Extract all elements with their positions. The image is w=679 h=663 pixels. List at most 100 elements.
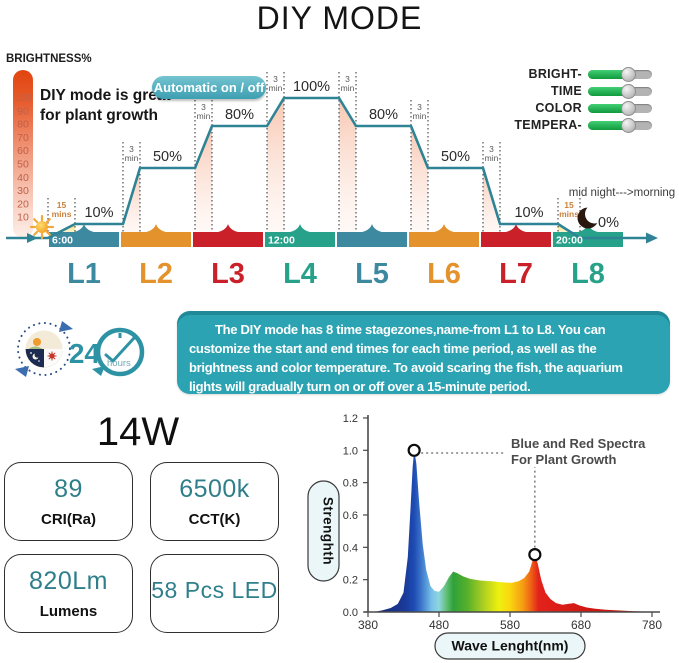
y-tick-label: 0.0 xyxy=(343,607,358,619)
brightness-tick: 40 xyxy=(17,172,29,184)
hours-label: hours xyxy=(107,358,131,369)
transition-duration: min xyxy=(413,111,427,121)
y-tick-label: 1.0 xyxy=(343,445,358,457)
percent-label: 80% xyxy=(369,107,398,123)
feature-toggles: BRIGHT- TIME COLOR TEMPERA- xyxy=(460,66,652,135)
brightness-curve xyxy=(6,96,646,240)
transition-duration: min xyxy=(485,153,499,163)
stage-label: L2 xyxy=(139,258,173,290)
toggle-row-brightness: BRIGHT- xyxy=(460,66,652,82)
spec-card-cct: 6500k CCT(K) xyxy=(150,462,279,541)
percent-label: 10% xyxy=(514,205,543,221)
spec-card-lumens: 820Lm Lumens xyxy=(4,554,133,633)
color-slider xyxy=(588,100,652,116)
timeline-segment xyxy=(121,232,191,247)
toggle-label: TIME xyxy=(550,84,582,98)
time-slider xyxy=(588,83,652,99)
brightness-slider xyxy=(588,66,652,82)
toggle-label: TEMPERA- xyxy=(514,118,582,132)
stage-label: L4 xyxy=(283,258,317,290)
timeline-segment xyxy=(49,232,119,247)
24-hours-clock-icon: 24 hours xyxy=(69,327,145,377)
y-tick-label: 0.2 xyxy=(343,575,358,587)
spectrum-chart: 0.0 0.2 0.4 0.6 0.8 1.0 1.2 380 480 580 680 780 Blue… xyxy=(307,413,662,660)
stage-label: L5 xyxy=(355,258,389,290)
slider-knob-icon xyxy=(621,83,636,99)
spec-label: CCT(K) xyxy=(188,511,241,528)
brightness-scale xyxy=(13,70,33,238)
chart-caption: DIY mode is great for plant growth xyxy=(40,86,171,126)
timeline-segment xyxy=(481,232,551,247)
transition-duration: mins xyxy=(52,209,72,219)
spec-value: 58 Pcs LED xyxy=(151,576,278,603)
percent-label: 50% xyxy=(441,149,470,165)
toggle-row-temperature: TEMPERA- xyxy=(460,117,652,133)
wattage-label: 14W xyxy=(96,410,180,454)
brightness-tick: 70 xyxy=(17,132,29,144)
diy-schedule-chart: 100908070605040302010BRIGHTNESS%15mins3m… xyxy=(6,53,675,290)
timeline-bump xyxy=(362,224,382,232)
brightness-tick: 80 xyxy=(17,119,29,131)
brightness-tick: 20 xyxy=(17,198,29,210)
slider-fill xyxy=(588,86,628,96)
y-tick-label: 0.6 xyxy=(343,510,358,522)
y-tick-label: 1.2 xyxy=(343,413,358,425)
time-label: 6:00 xyxy=(52,235,73,247)
toggle-row-time: TIME xyxy=(460,83,652,99)
transition-duration: 3 xyxy=(201,102,206,112)
toggle-label: COLOR xyxy=(535,101,582,115)
slider-knob-icon xyxy=(621,66,636,82)
timeline-segment xyxy=(265,232,335,247)
percent-label: 50% xyxy=(153,149,182,165)
transition-band xyxy=(267,98,284,238)
transition-band xyxy=(411,126,428,238)
timeline-bump xyxy=(506,224,526,232)
transition-duration: 3 xyxy=(129,144,134,154)
spec-value: 820Lm xyxy=(29,567,108,595)
stage-label: L3 xyxy=(211,258,245,290)
page-title: DIY MODE xyxy=(256,0,423,36)
spec-value: 6500k xyxy=(179,475,250,503)
transition-duration: 15 xyxy=(564,200,574,210)
brightness-axis-label: BRIGHTNESS% xyxy=(6,53,92,65)
x-tick-label: 680 xyxy=(571,618,591,632)
info-box: The DIY mode has 8 time stagezones,name-… xyxy=(177,311,670,394)
timeline-segment xyxy=(553,232,623,247)
spec-label: CRI(Ra) xyxy=(41,511,96,528)
x-axis-label: Wave Lenght(nm) xyxy=(452,638,569,654)
x-tick-label: 780 xyxy=(642,618,662,632)
caption-line-2: for plant growth xyxy=(40,107,158,124)
toggle-label: BRIGHT- xyxy=(528,67,582,81)
spec-card-led-count: 58 Pcs LED xyxy=(150,554,279,633)
y-tick-label: 0.4 xyxy=(343,542,358,554)
time-label: 12:00 xyxy=(268,235,295,247)
transition-duration: min xyxy=(341,83,355,93)
peak-marker-icon xyxy=(528,547,542,562)
24-label: 24 xyxy=(69,338,101,369)
brightness-tick: 90 xyxy=(17,105,29,117)
percent-label: 100% xyxy=(293,79,330,95)
percent-label: 10% xyxy=(84,205,113,221)
stage-label: L6 xyxy=(427,258,461,290)
brightness-tick: 10 xyxy=(17,212,29,224)
brightness-tick: 30 xyxy=(17,185,29,197)
midnight-note: mid night--->morning xyxy=(569,187,675,199)
stage-label: L8 xyxy=(571,258,605,290)
timeline-bump xyxy=(74,224,94,232)
spec-card-cri: 89 CRI(Ra) xyxy=(4,462,133,541)
transition-duration: 3 xyxy=(273,74,278,84)
percent-label: 0% xyxy=(598,215,619,231)
transition-duration: min xyxy=(197,111,211,121)
auto-onoff-pill: Automatic on / off xyxy=(152,76,266,99)
slider-knob-icon xyxy=(621,100,636,116)
timeline-bump xyxy=(218,224,238,232)
xlabel-pill xyxy=(434,632,586,660)
stage-label: L7 xyxy=(499,258,533,290)
brightness-tick: 50 xyxy=(17,159,29,171)
x-tick-label: 580 xyxy=(500,618,520,632)
transition-duration: 15 xyxy=(57,200,67,210)
timeline-bump xyxy=(146,224,166,232)
timeline-bump xyxy=(434,224,454,232)
transition-duration: 3 xyxy=(417,102,422,112)
